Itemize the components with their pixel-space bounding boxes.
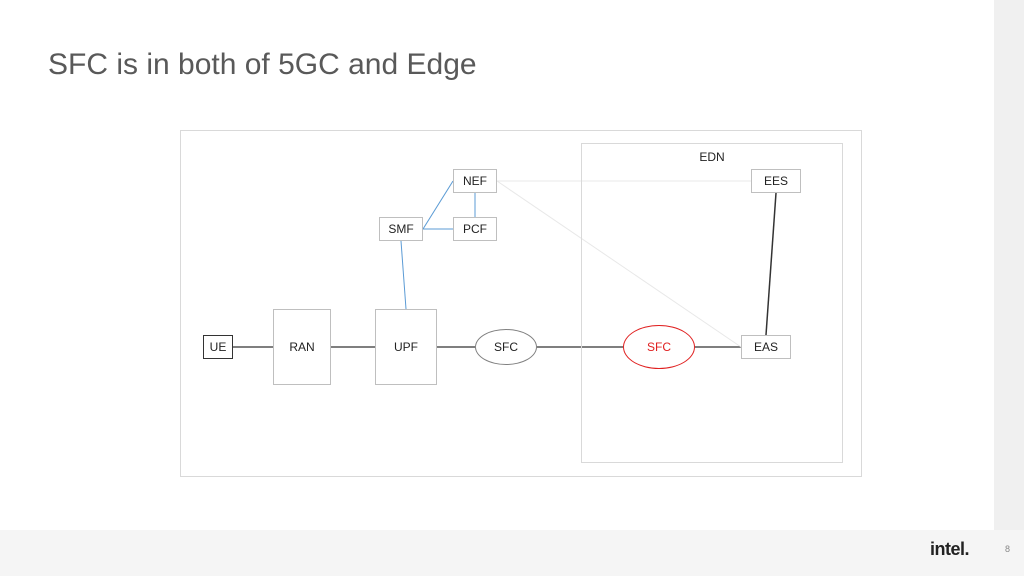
node-eas: EAS bbox=[741, 335, 791, 359]
node-smf: SMF bbox=[379, 217, 423, 241]
right-sidebar-strip bbox=[994, 0, 1024, 530]
node-pcf: PCF bbox=[453, 217, 497, 241]
node-sfc-edge: SFC bbox=[623, 325, 695, 369]
page-number: 8 bbox=[1005, 544, 1010, 554]
node-ran: RAN bbox=[273, 309, 331, 385]
page-title: SFC is in both of 5GC and Edge bbox=[48, 48, 477, 82]
diagram-outer: EDN UE RAN UPF SMF NEF PCF SFC SFC EES E… bbox=[180, 130, 862, 477]
node-ees: EES bbox=[751, 169, 801, 193]
edn-region: EDN bbox=[581, 143, 843, 463]
node-ue: UE bbox=[203, 335, 233, 359]
bottom-bar bbox=[0, 530, 1024, 576]
node-upf: UPF bbox=[375, 309, 437, 385]
edn-label: EDN bbox=[582, 150, 842, 164]
node-sfc-core: SFC bbox=[475, 329, 537, 365]
intel-logo: intel bbox=[930, 539, 969, 560]
node-nef: NEF bbox=[453, 169, 497, 193]
